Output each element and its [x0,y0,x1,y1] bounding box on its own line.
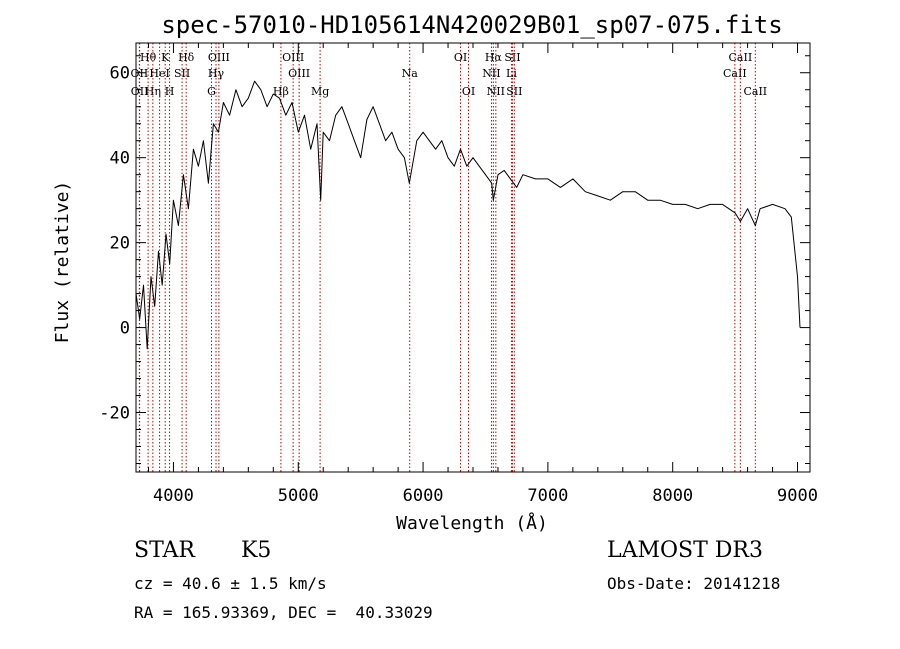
spectral-line-label-21: NII [482,67,500,80]
x-tick-label-3: 7000 [527,486,568,506]
obs-date: Obs-Date: 20141218 [607,574,781,593]
x-tick-label-1: 5000 [278,486,319,506]
spectral-line-label-18: OI [462,85,475,98]
x-tick-label-5: 9000 [777,486,818,506]
spectral-line-label-7: SII [174,67,190,80]
chart-title: spec-57010-HD105614N420029B01_sp07-075.f… [161,11,782,39]
y-tick-label-2: 20 [110,234,130,254]
x-tick-label-2: 6000 [403,486,444,506]
spectral-line-label-0: Hθ [140,51,157,64]
spectrum-series [135,80,801,350]
x-tick-label-0: 4000 [153,486,194,506]
spectral-line-label-12: OIII [282,51,304,64]
spectral-line-label-5: K [161,51,170,64]
spectral-line-label-26: CaII [723,67,747,80]
spectral-line-label-16: Na [402,67,419,80]
survey-name: LAMOST DR3 [607,538,763,563]
spectral-line-label-14: Hβ [273,85,289,98]
spectral-line-label-15: Mg [311,85,329,98]
spectral-line-label-13: OIII [288,67,310,80]
spectral-line-label-11: G [207,85,216,98]
spectral-line-label-9: OIII [208,51,230,64]
y-tick-label-3: 40 [110,149,130,169]
spectral-line-label-3: Hη [145,85,161,98]
y-tick-label-0: -20 [99,404,130,424]
x-tick-label-4: 8000 [652,486,693,506]
spectral-line-label-8: Hδ [178,51,195,64]
plot-frame [135,42,811,473]
spectral-line-label-23: NII [487,85,505,98]
spectral-line-label-1: OII [131,67,149,80]
spectral-line-label-22: Li [506,67,517,80]
y-axis-label: Flux (relative) [52,181,73,344]
spectral-line-label-25: CaII [729,51,753,64]
spectral-line-label-2: OII [131,85,149,98]
spectral-line-label-24: SII [506,85,522,98]
object-subclass: K5 [241,538,272,563]
spectral-line-label-6: H [165,85,175,98]
x-axis-label: Wavelength (Å) [396,512,548,534]
spectral-line-label-4: HeI [149,67,169,80]
series-line-0 [135,80,801,350]
spectral-line-label-20: SII [504,51,520,64]
object-class: STAR [134,538,195,563]
spectral-line-label-17: OI [454,51,467,64]
spectral-line-label-10: Hγ [208,67,225,80]
y-tick-label-1: 0 [120,319,130,339]
plot-axes: 4000 5000 6000 7000 8000 9000 -20 0 20 40 60 [99,42,818,506]
spectral-line-label-27: CaII [743,85,767,98]
spectral-line-label-19: Hα [485,51,503,64]
y-tick-label-4: 60 [110,64,130,84]
redshift-cz: cz = 40.6 ± 1.5 km/s [134,574,327,593]
coordinates: RA = 165.93369, DEC = 40.33029 [134,603,433,622]
